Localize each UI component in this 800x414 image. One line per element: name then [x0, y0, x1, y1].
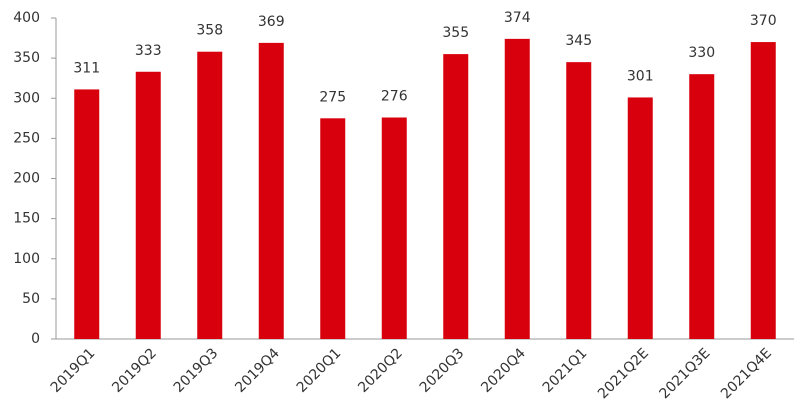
x-tick-label: 2019Q3 [171, 345, 222, 396]
value-label: 275 [319, 89, 346, 105]
bar [135, 71, 161, 339]
x-tick-label: 2021Q2E [595, 345, 652, 402]
y-tick-label: 250 [13, 130, 40, 146]
y-tick-label: 350 [13, 50, 40, 66]
value-label: 330 [688, 45, 715, 61]
x-tick-label: 2019Q4 [232, 345, 283, 396]
x-tick-label: 2020Q1 [294, 345, 345, 396]
value-label: 345 [565, 33, 592, 49]
bar [443, 54, 469, 340]
x-tick-label: 2019Q1 [48, 345, 99, 396]
value-label: 355 [442, 25, 469, 41]
y-tick-label: 200 [13, 171, 40, 187]
bar [381, 117, 407, 339]
bar [320, 118, 346, 339]
y-tick-label: 300 [13, 90, 40, 106]
value-label: 369 [258, 14, 285, 30]
bar [74, 89, 100, 339]
bar [258, 42, 284, 339]
x-tick-label: 2020Q4 [478, 345, 529, 396]
x-tick-label: 2020Q2 [355, 345, 406, 396]
x-tick-label: 2020Q3 [417, 345, 468, 396]
bar [689, 74, 715, 340]
x-tick-label: 2021Q3E [657, 345, 714, 402]
bar [627, 97, 653, 339]
y-tick-label: 100 [13, 251, 40, 267]
value-label: 333 [135, 43, 162, 59]
x-tick-label: 2021Q4E [718, 345, 775, 402]
y-tick-label: 150 [13, 211, 40, 227]
y-tick-label: 50 [22, 291, 40, 307]
x-tick-label: 2019Q2 [109, 345, 160, 396]
bar [504, 38, 530, 340]
value-label: 311 [73, 60, 100, 76]
y-tick-label: 0 [31, 331, 40, 347]
x-tick-label: 2021Q1 [540, 345, 591, 396]
value-label: 301 [627, 68, 654, 84]
value-label: 374 [504, 10, 531, 26]
value-label: 370 [750, 13, 777, 29]
value-label: 276 [381, 89, 408, 105]
bar [750, 42, 776, 339]
y-tick-label: 400 [13, 10, 40, 26]
bar [197, 51, 223, 340]
value-label: 358 [196, 23, 223, 39]
bar [566, 62, 592, 339]
